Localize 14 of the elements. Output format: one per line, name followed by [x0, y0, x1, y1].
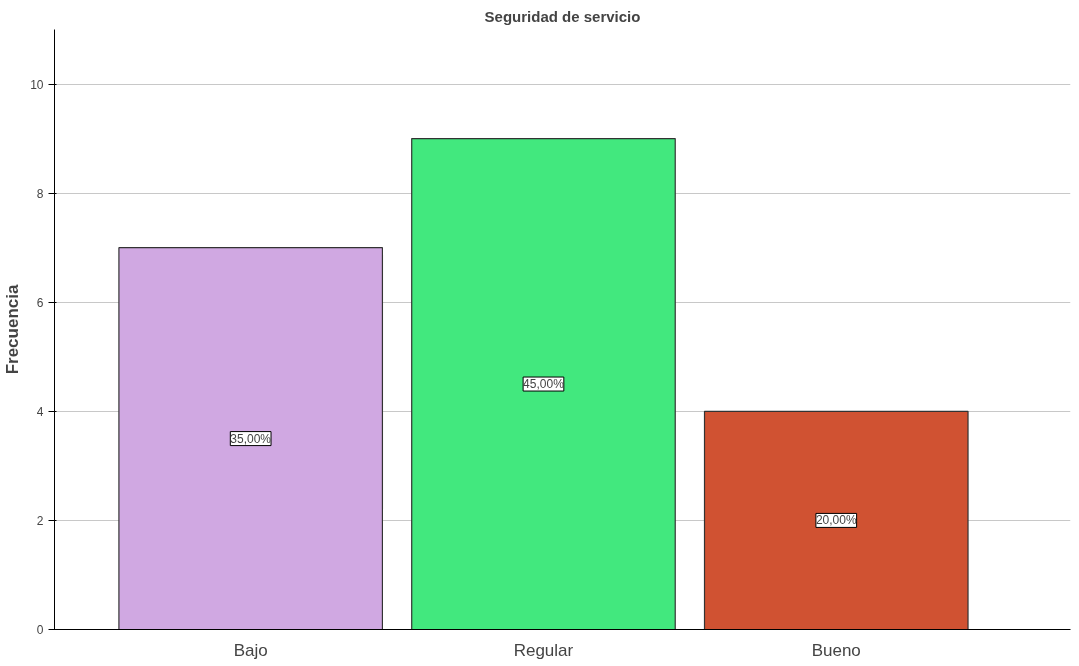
y-tick-label: 10 — [30, 77, 44, 92]
bar — [703, 410, 969, 630]
y-axis-title: Frecuencia — [3, 284, 23, 375]
chart-title: Seguridad de servicio — [484, 7, 641, 25]
x-tick-label: Bueno — [811, 640, 861, 660]
y-tick-label: 0 — [36, 623, 44, 637]
x-tick-label: Regular — [513, 640, 574, 660]
y-tick-label: 4 — [36, 404, 44, 419]
bar — [411, 137, 676, 630]
y-tick-label: 8 — [36, 186, 44, 201]
y-tick-label: 2 — [36, 513, 44, 528]
x-tick-label: Bajo — [233, 640, 268, 660]
y-tick-label: 6 — [36, 295, 44, 310]
bar — [118, 247, 384, 630]
